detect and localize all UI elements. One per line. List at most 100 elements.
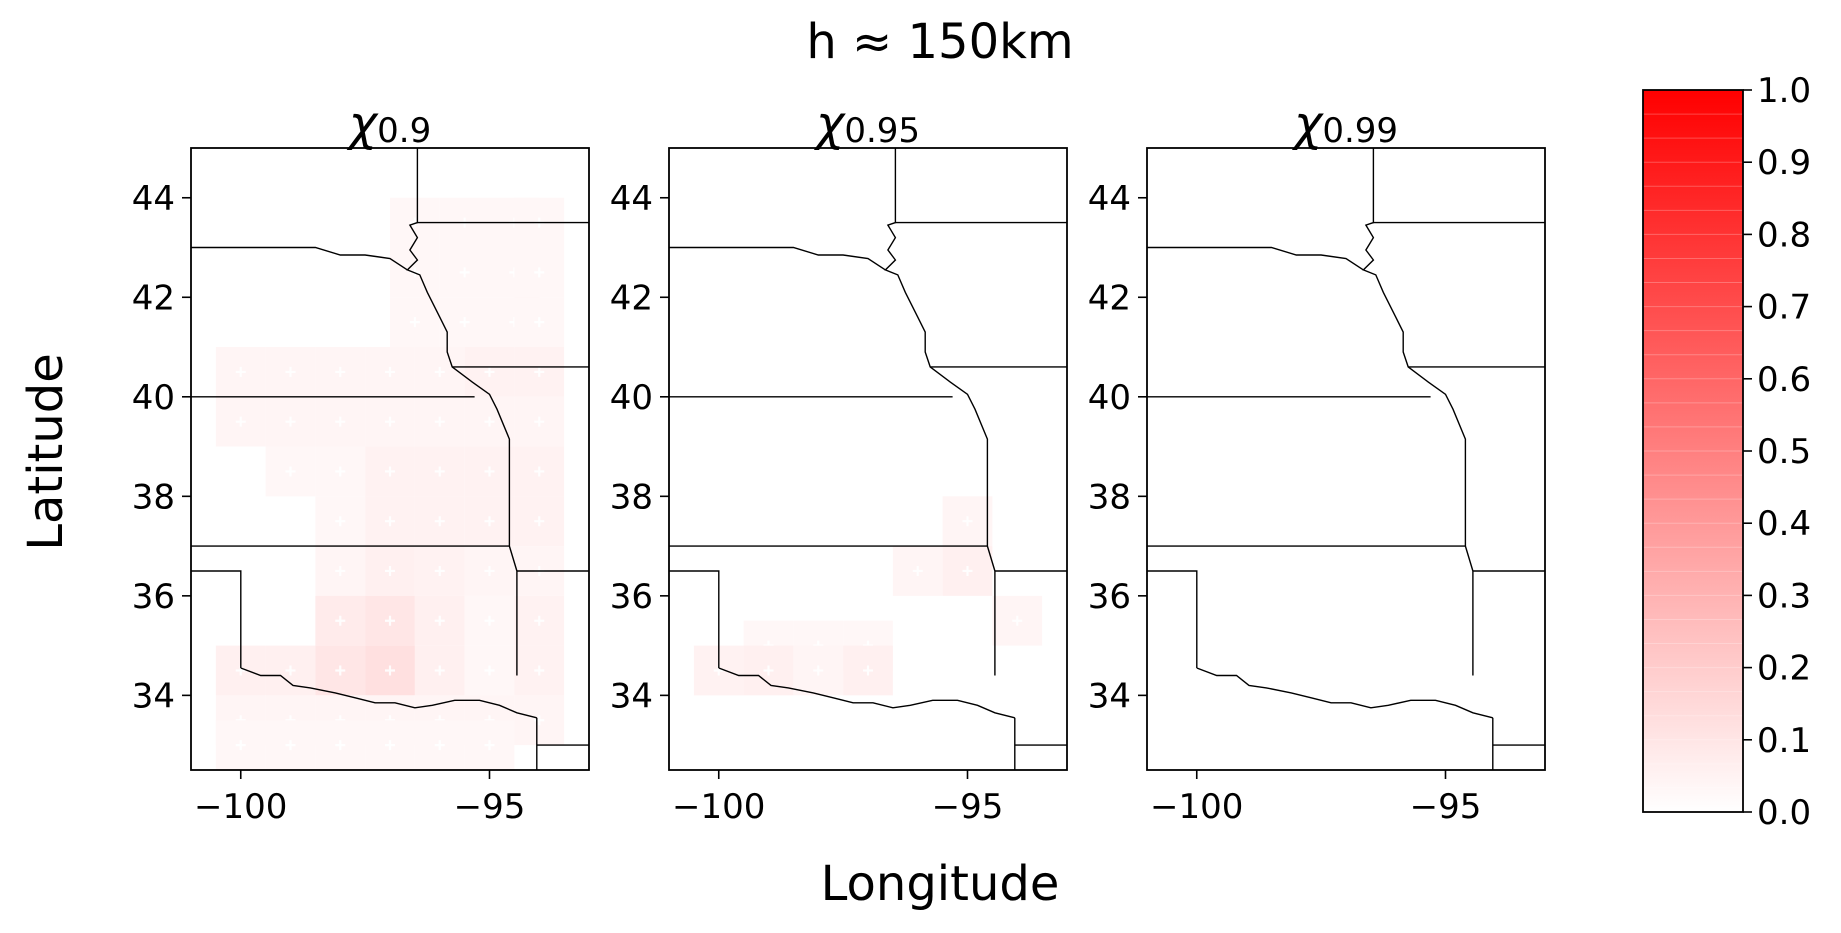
- axes-frame: [190, 147, 590, 771]
- station-marker: [534, 516, 545, 527]
- station-marker: [534, 267, 545, 278]
- station-marker: [534, 466, 545, 477]
- river-boundary-line: [406, 148, 518, 676]
- station-marker: [335, 516, 346, 527]
- station-marker: [285, 665, 296, 676]
- river-boundary-line: [884, 148, 996, 676]
- station-marker: [813, 665, 824, 676]
- x-tick-label: −95: [932, 787, 1004, 827]
- station-marker: [285, 740, 296, 751]
- figure-xlabel: Longitude: [821, 856, 1060, 912]
- station-marker: [385, 615, 395, 626]
- station-marker: [1012, 615, 1023, 626]
- station-marker: [534, 715, 545, 726]
- axes-frame: [668, 147, 1068, 771]
- station-marker: [434, 416, 445, 427]
- station-marker: [534, 615, 545, 626]
- y-tick-label: 44: [132, 179, 175, 219]
- figure-ylabel: Latitude: [18, 353, 74, 551]
- river-boundary-line: [1362, 148, 1474, 676]
- station-marker: [484, 416, 495, 427]
- y-tick-label: 36: [132, 577, 175, 617]
- colorbar-tick-label: 0.6: [1757, 360, 1811, 400]
- station-marker: [434, 366, 445, 377]
- river-boundary-line: [240, 667, 537, 719]
- state-boundary-line: [669, 570, 720, 668]
- station-marker: [235, 366, 246, 377]
- x-tick-label: −100: [672, 787, 765, 827]
- panel-title: χ0.95: [813, 96, 920, 152]
- y-tick-label: 34: [610, 676, 653, 716]
- station-marker: [962, 565, 973, 576]
- colorbar-gradient: [1643, 90, 1743, 812]
- panel-title-symbol: χ: [346, 96, 379, 152]
- y-tick-label: 40: [1088, 378, 1131, 418]
- panel-title: χ0.9: [346, 96, 431, 152]
- station-marker: [335, 366, 346, 377]
- y-tick-label: 40: [132, 378, 175, 418]
- colorbar-ticks: 0.0 0.1 0.2 0.3 0.4 0.5 0.6 0.7 0.8 0.9 1.0: [1743, 71, 1811, 833]
- station-marker: [912, 565, 923, 576]
- station-marker: [484, 615, 495, 626]
- station-marker: [335, 416, 346, 427]
- station-marker: [484, 665, 495, 676]
- station-marker: [534, 366, 545, 377]
- y-tick-label: 34: [132, 676, 175, 716]
- y-tick-label: 44: [610, 179, 653, 219]
- river-boundary-line: [718, 667, 1015, 719]
- y-tick-label: 34: [1088, 676, 1131, 716]
- station-marker: [534, 665, 545, 676]
- y-tick-label: 38: [610, 477, 653, 517]
- colorbar-tick-label: 0.0: [1757, 793, 1811, 833]
- station-marker: [385, 740, 395, 751]
- station-marker: [434, 565, 445, 576]
- station-marker: [863, 665, 873, 676]
- station-marker: [385, 516, 395, 527]
- y-tick-label: 40: [610, 378, 653, 418]
- y-tick-label: 42: [132, 278, 175, 318]
- colorbar-tick-label: 0.5: [1757, 432, 1811, 472]
- station-marker: [335, 565, 346, 576]
- station-marker: [484, 740, 495, 751]
- y-tick-label: 36: [1088, 577, 1131, 617]
- colorbar-tick-label: 0.2: [1757, 649, 1811, 689]
- station-marker: [484, 466, 495, 477]
- station-marker: [235, 740, 246, 751]
- colorbar: 0.0 0.1 0.2 0.3 0.4 0.5 0.6 0.7 0.8 0.9 1.0: [1642, 71, 1811, 833]
- station-marker: [285, 466, 296, 477]
- y-tick-label: 38: [132, 477, 175, 517]
- map-panel-2: χ0.95 34 36 38 40 42 44 −100 −95: [610, 96, 1068, 827]
- station-marker: [434, 466, 445, 477]
- colorbar-tick-label: 0.1: [1757, 721, 1811, 761]
- axes-frame: [1146, 147, 1546, 771]
- station-marker: [335, 615, 346, 626]
- station-marker: [335, 466, 346, 477]
- station-marker: [385, 466, 395, 477]
- colorbar-tick-label: 0.3: [1757, 576, 1811, 616]
- colorbar-tick-label: 0.7: [1757, 288, 1811, 328]
- station-marker: [763, 665, 774, 676]
- state-boundary-line: [191, 570, 242, 668]
- station-marker: [459, 317, 470, 328]
- state-boundary-line: [1147, 246, 1364, 271]
- state-boundary-line: [669, 246, 886, 271]
- station-marker: [484, 565, 495, 576]
- y-tick-label: 42: [610, 278, 653, 318]
- x-tick-label: −100: [1150, 787, 1243, 827]
- station-marker: [434, 740, 445, 751]
- station-marker: [385, 366, 395, 377]
- station-marker: [434, 516, 445, 527]
- station-marker: [335, 740, 346, 751]
- station-marker: [459, 267, 470, 278]
- figure-suptitle: h ≈ 150km: [806, 14, 1073, 70]
- station-marker: [434, 615, 445, 626]
- panel-title-subscript: 0.95: [844, 111, 920, 151]
- station-marker: [385, 565, 395, 576]
- panel-title: χ0.99: [1291, 96, 1398, 152]
- colorbar-tick-label: 1.0: [1757, 71, 1811, 111]
- x-tick-label: −95: [1410, 787, 1482, 827]
- station-marker: [335, 665, 346, 676]
- colorbar-tick-label: 0.9: [1757, 143, 1811, 183]
